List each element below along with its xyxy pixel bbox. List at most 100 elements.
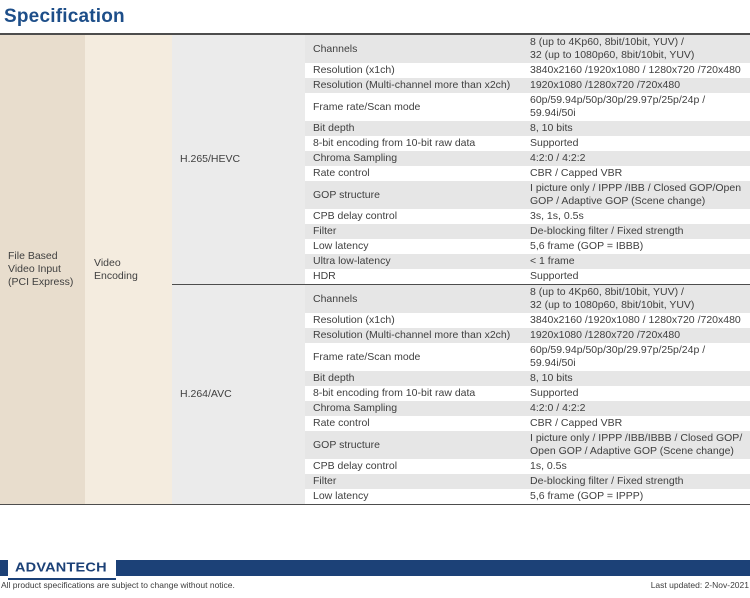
value-cell: 1920x1080 /1280x720 /720x480 (530, 79, 681, 91)
property-cell: Rate control (305, 167, 530, 180)
property-label: GOP structure (313, 188, 380, 201)
value-cell: I picture only / IPPP /IBB/IBBB / Closed… (530, 432, 743, 457)
value-cell: 4:2:0 / 4:2:2 (530, 402, 586, 414)
property-label: Bit depth (313, 372, 355, 384)
codec-section: H.265/HEVC Channels 8 (up to 4Kp60, 8bit/1… (172, 35, 750, 284)
codec-label: H.265/HEVC (172, 35, 305, 284)
property-cell: Frame rate/Scan mode (305, 344, 530, 370)
value-cell: 8 (up to 4Kp60, 8bit/10bit, YUV) / 32 (u… (530, 36, 695, 61)
property-cell: Chroma Sampling (305, 402, 530, 415)
value-cell: 3840x2160 /1920x1080 / 1280x720 /720x480 (530, 314, 741, 326)
property-label: Resolution (Multi-channel more than x2ch… (313, 79, 511, 91)
property-label: Ultra low-latency (313, 255, 391, 267)
codec-label: H.264/AVC (172, 285, 305, 504)
property-cell: Ultra low-latency (305, 255, 530, 268)
property-cell: Bit depth (305, 372, 530, 385)
table-row: Chroma Sampling 4:2:0 / 4:2:2 (305, 151, 750, 166)
footer-brand-bar: ADVANTECH (0, 557, 750, 580)
table-row: HDR Supported (305, 269, 750, 284)
property-label: Resolution (x1ch) (313, 314, 395, 326)
property-label: Channels (313, 42, 358, 55)
property-cell: Channels (305, 286, 530, 312)
spec-rows: Channels 8 (up to 4Kp60, 8bit/10bit, YUV)… (305, 35, 750, 284)
property-label: CPB delay control (313, 460, 398, 472)
property-label: Chroma Sampling (313, 152, 398, 164)
footer: ADVANTECH All product specifications are… (0, 557, 750, 590)
property-cell: 8-bit encoding from 10-bit raw data (305, 137, 530, 150)
table-row: Frame rate/Scan mode 60p/59.94p/50p/30p/2… (305, 343, 750, 371)
table-row: Ultra low-latency < 1 frame (305, 254, 750, 269)
property-cell: Rate control (305, 417, 530, 430)
value-cell: I picture only / IPPP /IBB / Closed GOP/… (530, 182, 742, 207)
table-row: Chroma Sampling 4:2:0 / 4:2:2 (305, 401, 750, 416)
table-row: Filter De-blocking filter / Fixed strengt… (305, 224, 750, 239)
table-row: CPB delay control 3s, 1s, 0.5s (305, 209, 750, 224)
table-row: Rate control CBR / Capped VBR (305, 416, 750, 431)
value-cell: 5,6 frame (GOP = IPPP) (530, 490, 644, 502)
value-cell: 1s, 0.5s (530, 460, 567, 472)
property-label: Low latency (313, 240, 369, 252)
property-label: Filter (313, 225, 337, 237)
property-cell: Resolution (Multi-channel more than x2ch… (305, 329, 530, 342)
value-cell: 4:2:0 / 4:2:2 (530, 152, 586, 164)
property-label: 8-bit encoding from 10-bit raw data (313, 137, 476, 149)
footer-meta: All product specifications are subject t… (0, 580, 750, 590)
property-cell: Low latency (305, 490, 530, 503)
property-label: GOP structure (313, 438, 380, 451)
property-cell: Filter (305, 225, 530, 238)
property-cell: 8-bit encoding from 10-bit raw data (305, 387, 530, 400)
table-row: Rate control CBR / Capped VBR (305, 166, 750, 181)
table-row: 8-bit encoding from 10-bit raw data Suppo… (305, 136, 750, 151)
property-cell: Frame rate/Scan mode (305, 94, 530, 120)
value-cell: De-blocking filter / Fixed strength (530, 225, 684, 237)
property-cell: Resolution (x1ch) (305, 64, 530, 77)
property-cell: GOP structure (305, 432, 530, 458)
property-label: CPB delay control (313, 210, 398, 222)
value-cell: 8, 10 bits (530, 122, 573, 134)
codec-sections: H.265/HEVC Channels 8 (up to 4Kp60, 8bit/1… (172, 35, 750, 504)
property-label: Rate control (313, 417, 370, 429)
value-cell: 5,6 frame (GOP = IBBB) (530, 240, 644, 252)
table-row: Low latency 5,6 frame (GOP = IBBB) (305, 239, 750, 254)
table-row: 8-bit encoding from 10-bit raw data Suppo… (305, 386, 750, 401)
advantech-logo-text: ADVANTECH (15, 560, 107, 575)
value-cell: 3840x2160 /1920x1080 / 1280x720 /720x480 (530, 64, 741, 76)
table-row: Resolution (Multi-channel more than x2ch… (305, 328, 750, 343)
property-label: Rate control (313, 167, 370, 179)
table-row: Bit depth 8, 10 bits (305, 121, 750, 136)
property-cell: CPB delay control (305, 210, 530, 223)
table-row: Frame rate/Scan mode 60p/59.94p/50p/30p/2… (305, 93, 750, 121)
table-row: Resolution (x1ch) 3840x2160 /1920x1080 / … (305, 313, 750, 328)
codec-section: H.264/AVC Channels 8 (up to 4Kp60, 8bit/10… (172, 284, 750, 504)
category-label: Video Encoding (94, 256, 138, 282)
property-cell: Chroma Sampling (305, 152, 530, 165)
spec-table: File Based Video Input (PCI Express) Vid… (0, 33, 750, 505)
table-row: Resolution (Multi-channel more than x2ch… (305, 78, 750, 93)
table-row: CPB delay control 1s, 0.5s (305, 459, 750, 474)
property-cell: Filter (305, 475, 530, 488)
property-cell: HDR (305, 270, 530, 283)
footer-disclaimer: All product specifications are subject t… (1, 580, 235, 590)
property-label: Bit depth (313, 122, 355, 134)
value-cell: 3s, 1s, 0.5s (530, 210, 584, 222)
value-cell: 60p/59.94p/50p/30p/29.97p/25p/24p / 59.9… (530, 344, 706, 369)
table-row: GOP structure I picture only / IPPP /IBB … (305, 181, 750, 209)
value-cell: 1920x1080 /1280x720 /720x480 (530, 329, 681, 341)
property-label: Chroma Sampling (313, 402, 398, 414)
value-cell: Supported (530, 270, 579, 282)
value-cell: Supported (530, 387, 579, 399)
codec-label-text: H.265/HEVC (180, 153, 241, 165)
property-cell: Bit depth (305, 122, 530, 135)
property-label: 8-bit encoding from 10-bit raw data (313, 387, 476, 399)
property-cell: Resolution (Multi-channel more than x2ch… (305, 79, 530, 92)
advantech-logo: ADVANTECH (8, 557, 116, 580)
value-cell: De-blocking filter / Fixed strength (530, 475, 684, 487)
property-label: Low latency (313, 490, 369, 502)
value-cell: 8, 10 bits (530, 372, 573, 384)
property-cell: GOP structure (305, 182, 530, 208)
property-label: Filter (313, 475, 337, 487)
property-label: Resolution (Multi-channel more than x2ch… (313, 329, 511, 341)
value-cell: CBR / Capped VBR (530, 167, 623, 179)
property-label: Resolution (x1ch) (313, 64, 395, 76)
table-row: Channels 8 (up to 4Kp60, 8bit/10bit, YUV)… (305, 285, 750, 313)
